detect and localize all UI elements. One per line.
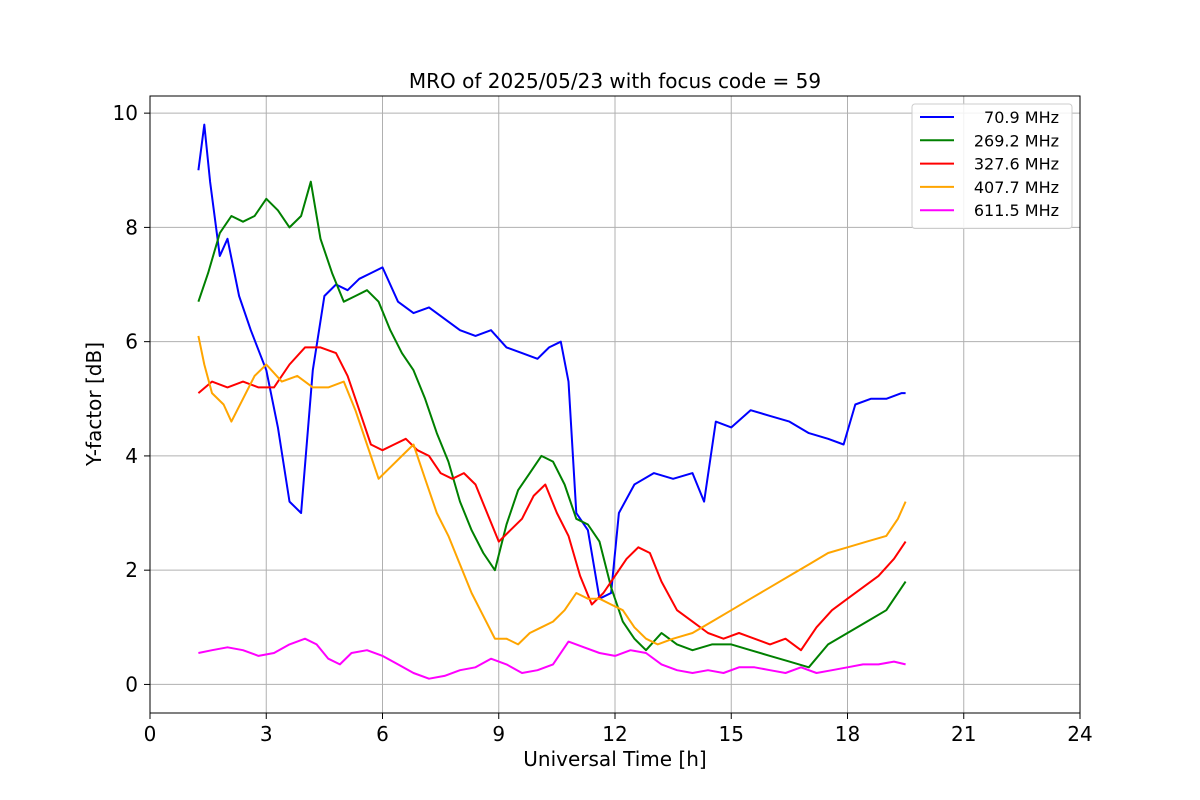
series-layer — [197, 123, 907, 680]
legend-box — [911, 103, 1073, 229]
x-tick-label: 15 — [719, 722, 744, 746]
legend-label: 611.5 MHz — [974, 201, 1059, 220]
series-line-1 — [197, 123, 906, 600]
series-line-2 — [197, 180, 907, 669]
series-line-4 — [197, 335, 907, 646]
x-tick-label: 21 — [951, 722, 976, 746]
x-tick-label: 0 — [144, 722, 157, 746]
y-axis-label: Y-factor [dB] — [82, 342, 106, 467]
x-axis-label: Universal Time [h] — [523, 747, 706, 771]
legend-label: 407.7 MHz — [974, 178, 1059, 197]
x-tick-label: 9 — [492, 722, 505, 746]
y-tick-label: 0 — [125, 672, 138, 696]
legend-label: 269.2 MHz — [974, 131, 1059, 150]
y-tick-label: 4 — [125, 444, 138, 468]
y-tick-label: 8 — [125, 215, 138, 239]
x-tick-label: 12 — [602, 722, 627, 746]
x-tick-label: 24 — [1067, 722, 1092, 746]
legend-label: 327.6 MHz — [974, 155, 1059, 174]
y-tick-label: 10 — [113, 101, 138, 125]
x-tick-label: 3 — [260, 722, 273, 746]
series-line-3 — [197, 346, 907, 652]
x-tick-label: 6 — [376, 722, 389, 746]
x-tick-label: 18 — [835, 722, 860, 746]
series-line-5 — [198, 637, 906, 680]
legend: 70.9 MHz 269.2 MHz 327.6 MHz 407.7 MHz 611.5… — [911, 103, 1073, 229]
y-tick-label: 2 — [125, 558, 138, 582]
chart-title: MRO of 2025/05/23 with focus code = 59 — [409, 69, 821, 93]
y-tick-label: 6 — [125, 330, 138, 354]
legend-label: 70.9 MHz — [984, 108, 1059, 127]
